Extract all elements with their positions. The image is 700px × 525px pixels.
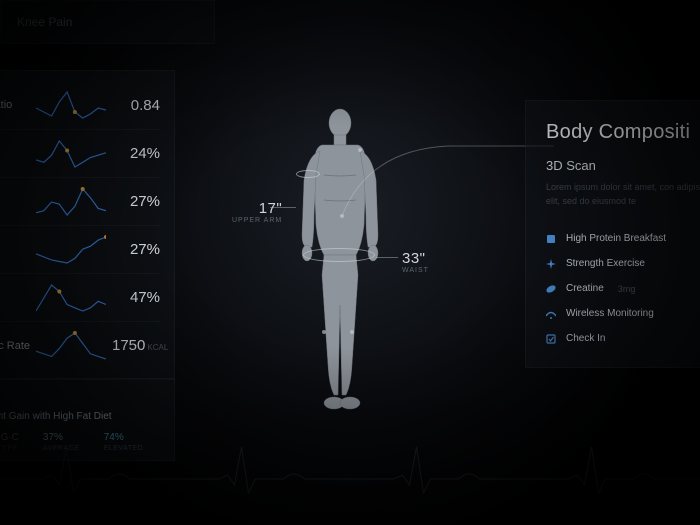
knee-dot-right	[350, 330, 354, 334]
info-panel: Body Compositi 3D Scan Lorem ipsum dolor…	[525, 100, 700, 368]
upper-arm-value: 17"	[232, 200, 282, 217]
recommendation-label: High Protein Breakfast	[566, 233, 666, 244]
recommendation-item[interactable]: High Protein Breakfast	[546, 226, 700, 251]
metrics-panel: ip Ratio 0.84 ss 24% 27% 27% ar 47% abolic Rate 1…	[0, 70, 175, 380]
metric-value: 27%	[112, 193, 160, 210]
recommendation-list: High Protein Breakfast Strength Exercise C…	[546, 226, 700, 351]
metric-sparkline	[36, 331, 106, 361]
traits-title: aits	[0, 389, 160, 401]
metric-row[interactable]: 27%	[0, 177, 160, 225]
recommendation-dose: 3mg	[618, 284, 636, 294]
breakfast-icon	[546, 234, 556, 244]
knee-pain-title: Knee Pain	[17, 15, 72, 29]
trait-stat-value: 74%	[104, 432, 144, 443]
recommendation-label: Wireless Monitoring	[566, 308, 654, 319]
metric-value: 24%	[112, 145, 160, 162]
metric-row[interactable]: ss 24%	[0, 129, 160, 177]
metric-row[interactable]: ip Ratio 0.84	[0, 81, 160, 129]
waist-connector	[376, 257, 398, 258]
metric-sparkline	[36, 235, 106, 265]
waist-callout: 33" WAIST	[402, 250, 429, 274]
waist-ring	[303, 248, 375, 262]
traits-panel: aits Weight Gain with High Fat Diet 347 …	[0, 378, 175, 461]
metric-sparkline	[36, 187, 106, 217]
trait-stat: 37% AVERAGE	[43, 432, 80, 452]
trait-stat: 347 · G·C GENOTYPE	[0, 432, 19, 452]
metric-row[interactable]: ar 47%	[0, 273, 160, 321]
trait-stats: 347 · G·C GENOTYPE 37% AVERAGE 74% ELEVATED	[0, 432, 160, 452]
trait-description: Weight Gain with High Fat Diet	[0, 411, 160, 422]
info-title: Body Compositi	[546, 121, 700, 144]
trait-stat-key: ELEVATED	[104, 445, 144, 452]
recommendation-item[interactable]: Creatine 3mg	[546, 276, 700, 301]
recommendation-item[interactable]: Wireless Monitoring	[546, 301, 700, 326]
wifi-icon	[546, 309, 556, 319]
metric-label: abolic Rate	[0, 340, 30, 352]
recommendation-item[interactable]: Check In	[546, 326, 700, 351]
trait-stat-key: AVERAGE	[43, 445, 80, 452]
metric-value: 47%	[112, 289, 160, 306]
metric-label: ar	[0, 292, 30, 304]
exercise-icon	[546, 259, 556, 269]
metric-sparkline	[36, 283, 106, 313]
waist-label: WAIST	[402, 267, 429, 274]
upper-arm-callout: 17" UPPER ARM	[232, 200, 282, 224]
upper-arm-label: UPPER ARM	[232, 217, 282, 224]
metric-label: ip Ratio	[0, 99, 30, 111]
metric-sparkline	[36, 90, 106, 120]
metric-sparkline	[36, 139, 106, 169]
metric-row[interactable]: abolic Rate 1750KCAL	[0, 321, 160, 369]
metric-value: 0.84	[112, 97, 160, 114]
info-subtext: Lorem ipsum dolor sit amet, con adipisci…	[546, 181, 700, 208]
recommendation-label: Creatine	[566, 283, 604, 294]
metric-row[interactable]: 27%	[0, 225, 160, 273]
trait-stat-value: 347 · G·C	[0, 432, 19, 443]
upper-arm-connector	[270, 207, 296, 208]
trait-stat-value: 37%	[43, 432, 80, 443]
knee-dot-left	[322, 330, 326, 334]
metric-value: 27%	[112, 241, 160, 258]
pill-icon	[546, 284, 556, 294]
shoulder-dot	[358, 148, 362, 152]
trait-stat: 74% ELEVATED	[104, 432, 144, 452]
info-subtitle: 3D Scan	[546, 158, 700, 173]
upper-arm-ring	[296, 170, 320, 178]
metric-value: 1750KCAL	[112, 337, 160, 354]
knee-pain-panel[interactable]: Knee Pain	[0, 0, 215, 44]
recommendation-label: Check In	[566, 333, 605, 344]
recommendation-label: Strength Exercise	[566, 258, 645, 269]
trait-stat-key: GENOTYPE	[0, 445, 19, 452]
metric-label: ss	[0, 148, 30, 160]
recommendation-item[interactable]: Strength Exercise	[546, 251, 700, 276]
waist-value: 33"	[402, 250, 429, 267]
checkin-icon	[546, 334, 556, 344]
